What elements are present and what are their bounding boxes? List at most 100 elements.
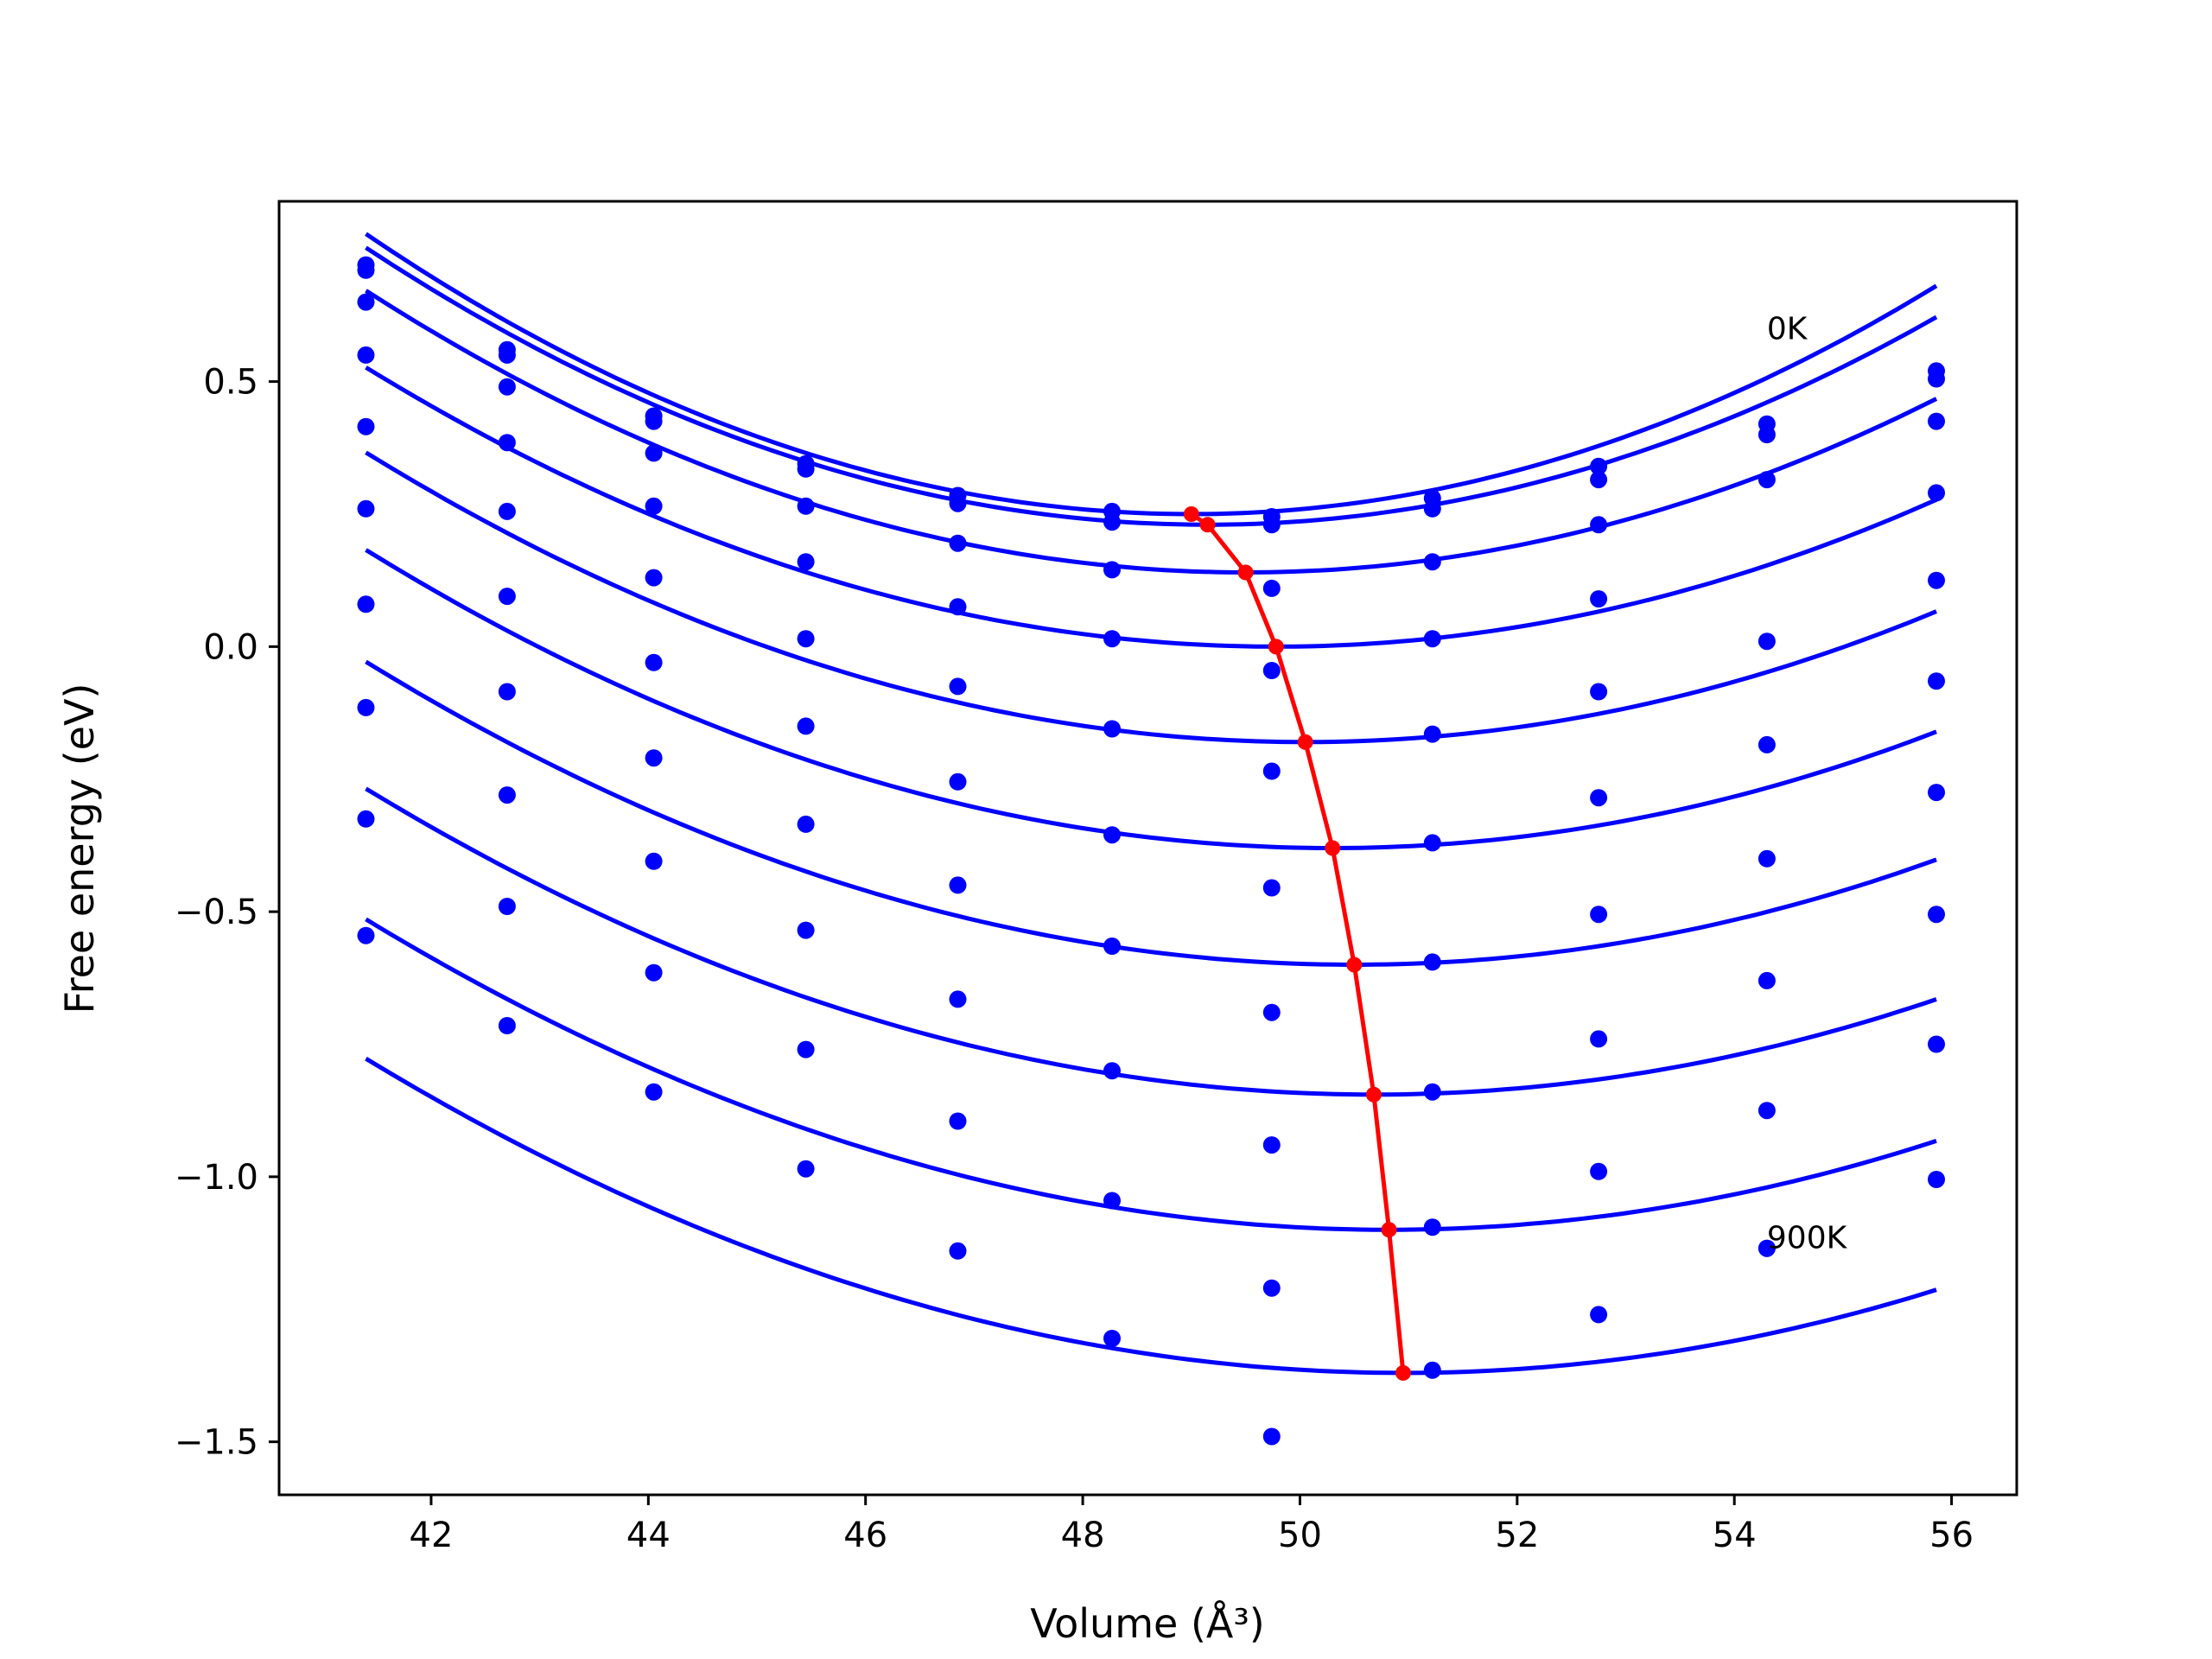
data-point-2-3 xyxy=(797,497,815,515)
data-point-2-6 xyxy=(1262,579,1281,597)
data-point-9-3 xyxy=(797,1160,815,1178)
data-point-3-4 xyxy=(949,598,967,616)
x-tick-label-3: 48 xyxy=(1061,1516,1105,1555)
data-point-5-1 xyxy=(498,588,516,606)
data-point-9-8 xyxy=(1590,1306,1608,1324)
data-point-5-10 xyxy=(1928,672,1945,690)
data-point-4-1 xyxy=(498,502,516,520)
data-point-2-10 xyxy=(1928,412,1945,430)
data-point-1-7 xyxy=(1423,499,1441,518)
fit-curve-0 xyxy=(365,232,1938,517)
x-tick-label-2: 46 xyxy=(843,1516,887,1555)
fit-curve-1 xyxy=(365,245,1938,527)
data-point-6-0 xyxy=(357,595,375,613)
data-point-3-3 xyxy=(797,553,815,571)
minimum-point-7 xyxy=(1365,1086,1382,1103)
data-point-3-10 xyxy=(1928,484,1945,502)
data-point-9-5 xyxy=(1103,1330,1121,1347)
data-point-1-6 xyxy=(1262,516,1281,534)
fit-curve-3 xyxy=(365,365,1937,649)
data-point-1-2 xyxy=(645,412,663,430)
data-point-9-6 xyxy=(1262,1427,1281,1446)
y-tick-label-4: −1.5 xyxy=(175,1423,258,1463)
fit-curve-4 xyxy=(365,450,1937,745)
data-point-6-3 xyxy=(797,815,815,833)
minimum-point-6 xyxy=(1346,957,1363,973)
data-point-4-9 xyxy=(1758,735,1776,753)
data-point-8-8 xyxy=(1590,1162,1608,1180)
data-point-4-3 xyxy=(797,630,815,648)
data-point-6-5 xyxy=(1103,938,1121,955)
data-point-2-8 xyxy=(1590,516,1608,534)
data-point-1-5 xyxy=(1103,513,1121,531)
data-point-4-5 xyxy=(1103,720,1121,738)
minimum-point-9 xyxy=(1395,1364,1411,1381)
data-point-6-8 xyxy=(1590,906,1608,924)
data-point-2-9 xyxy=(1758,471,1776,489)
data-point-7-7 xyxy=(1423,1083,1441,1101)
data-point-9-4 xyxy=(949,1242,967,1260)
x-tick-label-7: 56 xyxy=(1929,1516,1974,1555)
data-point-2-1 xyxy=(498,378,516,396)
x-tick-label-6: 54 xyxy=(1713,1516,1757,1555)
data-point-9-9 xyxy=(1758,1239,1776,1257)
data-point-7-10 xyxy=(1928,906,1945,924)
data-point-5-5 xyxy=(1103,826,1121,844)
x-tick-label-5: 52 xyxy=(1495,1516,1539,1555)
data-point-7-9 xyxy=(1758,1102,1776,1120)
data-point-5-0 xyxy=(357,499,375,518)
minimum-point-0 xyxy=(1183,506,1199,522)
data-point-4-2 xyxy=(645,569,663,587)
data-point-7-1 xyxy=(498,786,516,804)
data-point-9-0 xyxy=(357,926,375,944)
data-point-3-7 xyxy=(1423,630,1441,648)
x-axis-label: Volume (Å³) xyxy=(1030,1600,1265,1647)
plot-area xyxy=(357,232,1945,1446)
fit-curve-6 xyxy=(365,659,1937,967)
data-point-7-3 xyxy=(797,921,815,939)
data-point-5-9 xyxy=(1758,849,1776,868)
data-point-3-9 xyxy=(1758,632,1776,651)
data-point-5-8 xyxy=(1590,789,1608,807)
data-point-2-2 xyxy=(645,444,663,462)
data-point-3-1 xyxy=(498,434,516,452)
data-point-7-4 xyxy=(949,990,967,1008)
data-point-7-0 xyxy=(357,698,375,716)
annotation-1: 900K xyxy=(1767,1221,1848,1256)
data-point-4-0 xyxy=(357,417,375,435)
data-point-4-10 xyxy=(1928,571,1945,589)
minimum-point-3 xyxy=(1268,639,1284,655)
data-point-4-4 xyxy=(949,677,967,696)
data-point-8-2 xyxy=(645,963,663,982)
data-point-3-0 xyxy=(357,346,375,364)
data-point-5-2 xyxy=(645,653,663,671)
data-point-8-10 xyxy=(1928,1035,1945,1053)
data-point-4-6 xyxy=(1262,762,1281,780)
axis-ticks: 42 44 46 48 50 52 54 56 0.5 0.0 −0.5 −1.0 −1.5 xyxy=(175,363,1974,1555)
data-point-8-5 xyxy=(1103,1192,1121,1210)
data-point-6-4 xyxy=(949,876,967,894)
plot-frame xyxy=(277,200,2018,1497)
data-point-9-10 xyxy=(1928,1171,1945,1188)
minimum-line xyxy=(1190,512,1406,1374)
data-point-2-4 xyxy=(949,534,967,552)
data-point-9-2 xyxy=(645,1083,663,1101)
data-point-9-1 xyxy=(498,1017,516,1034)
data-point-4-7 xyxy=(1423,725,1441,743)
data-point-2-0 xyxy=(357,293,375,311)
data-point-4-8 xyxy=(1590,683,1608,701)
y-tick-label-1: 0.0 xyxy=(203,627,258,667)
fit-curve-5 xyxy=(365,548,1937,850)
data-point-8-1 xyxy=(498,898,516,915)
minimum-point-5 xyxy=(1325,840,1341,856)
data-point-2-7 xyxy=(1423,553,1441,571)
data-point-1-10 xyxy=(1928,370,1945,388)
data-point-6-1 xyxy=(498,683,516,701)
data-point-6-9 xyxy=(1758,971,1776,989)
data-point-2-5 xyxy=(1103,561,1121,579)
data-point-3-5 xyxy=(1103,630,1121,648)
data-point-1-1 xyxy=(498,346,516,364)
data-point-8-4 xyxy=(949,1112,967,1130)
y-axis-label: Free energy (eV) xyxy=(56,683,103,1014)
fit-curve-7 xyxy=(365,786,1937,1097)
